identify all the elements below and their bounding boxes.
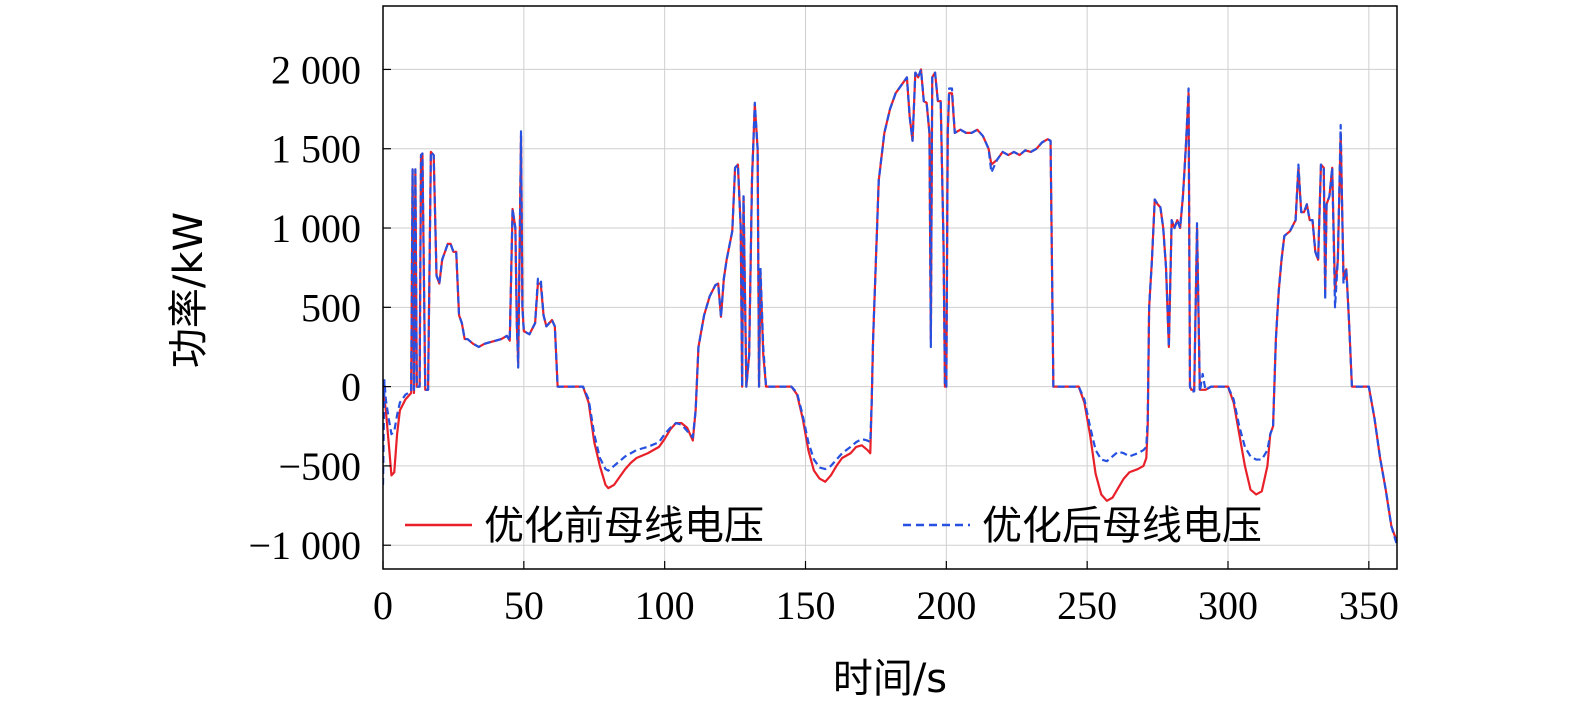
plot-frame [382, 5, 1398, 570]
x-axis: 0 50 100 150 200 250 300 350 [373, 561, 1399, 628]
plot-area [383, 68, 1397, 546]
y-tick-label: 0 [341, 365, 361, 410]
x-tick-label: 300 [1198, 583, 1258, 628]
x-tick-label: 350 [1339, 583, 1399, 628]
x-axis-title: 时间/s [833, 656, 947, 702]
y-axis-title: 功率/kW [166, 212, 212, 368]
y-axis: 2 000 1 500 1 000 500 0 −500 −1 000 [248, 47, 391, 568]
x-tick-label: 150 [776, 583, 836, 628]
legend: 优化前母线电压 优化后母线电压 [405, 503, 1262, 549]
y-tick-label: 500 [301, 285, 361, 330]
x-tick-label: 200 [916, 583, 976, 628]
x-tick-label: 250 [1057, 583, 1117, 628]
series-line-before-optimization [383, 68, 1397, 543]
legend-label-before: 优化前母线电压 [484, 503, 764, 549]
legend-label-after: 优化后母线电压 [982, 503, 1262, 549]
series-line-after-optimization [383, 68, 1397, 546]
y-tick-label: −500 [278, 444, 361, 489]
x-tick-label: 100 [635, 583, 695, 628]
x-tick-label: 50 [504, 583, 544, 628]
y-tick-label: 1 000 [271, 206, 361, 251]
y-tick-label: 2 000 [271, 47, 361, 92]
x-tick-label: 0 [373, 583, 393, 628]
grid-lines [383, 6, 1397, 569]
y-tick-label: −1 000 [248, 523, 361, 568]
y-tick-label: 1 500 [271, 127, 361, 172]
